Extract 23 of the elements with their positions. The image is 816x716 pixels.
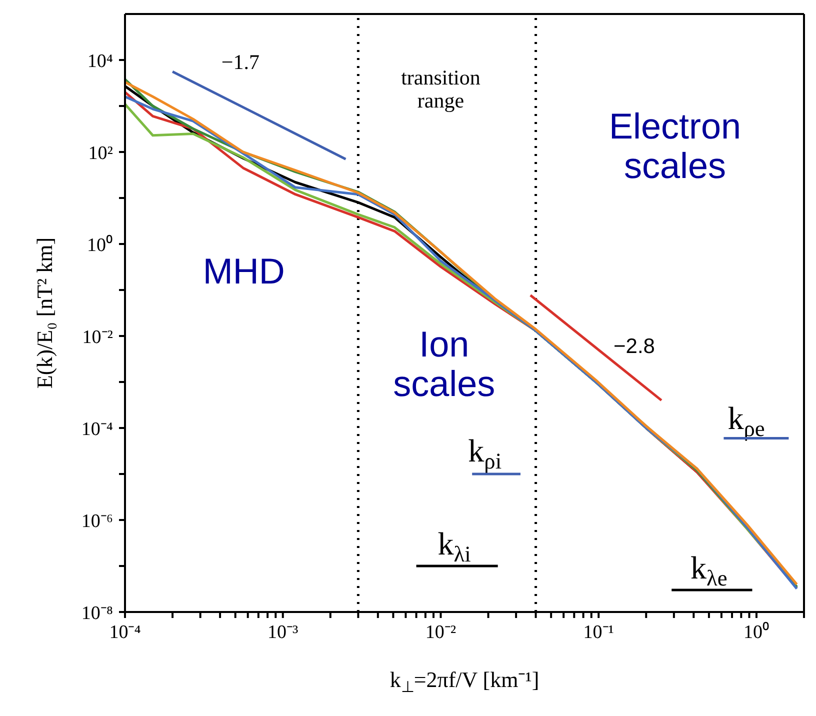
x-tick-label: 10⁻³ (268, 622, 299, 643)
y-tick-label: 10⁻⁶ (81, 511, 113, 532)
y-tick-label: 10⁻⁴ (81, 419, 114, 440)
annotation: Ion scales (393, 324, 496, 404)
y-tick-label: 10⁻⁸ (81, 603, 113, 624)
x-tick-label: 10⁻² (425, 622, 456, 643)
annotation: −1.7 (221, 50, 260, 74)
annotation: −2.8 (614, 335, 655, 358)
y-tick-label: 10⁻² (82, 327, 114, 348)
x-tick-label: 10⁻¹ (583, 622, 614, 643)
y-tick-label: 10⁴ (87, 51, 114, 72)
annotation: k$_{ρi}$ (468, 432, 502, 474)
y-tick-label: 10⁰ (87, 234, 113, 256)
y-axis-title: E(k)/E₀ [nT² km] (32, 237, 57, 389)
annotation: Electron scales (608, 105, 742, 186)
x-tick-label: 10⁰ (743, 621, 770, 643)
x-tick-label: 10⁻⁴ (109, 622, 142, 643)
x-axis-title: k$_{⊥}$=2πf/V [km⁻¹] (390, 667, 540, 696)
annotation: k$_{λi}$ (438, 525, 471, 566)
annotation: transition range (401, 66, 481, 113)
y-tick-label: 10² (88, 143, 114, 164)
annotation: k$_{λe}$ (690, 549, 728, 590)
annotation: MHD (202, 250, 285, 292)
